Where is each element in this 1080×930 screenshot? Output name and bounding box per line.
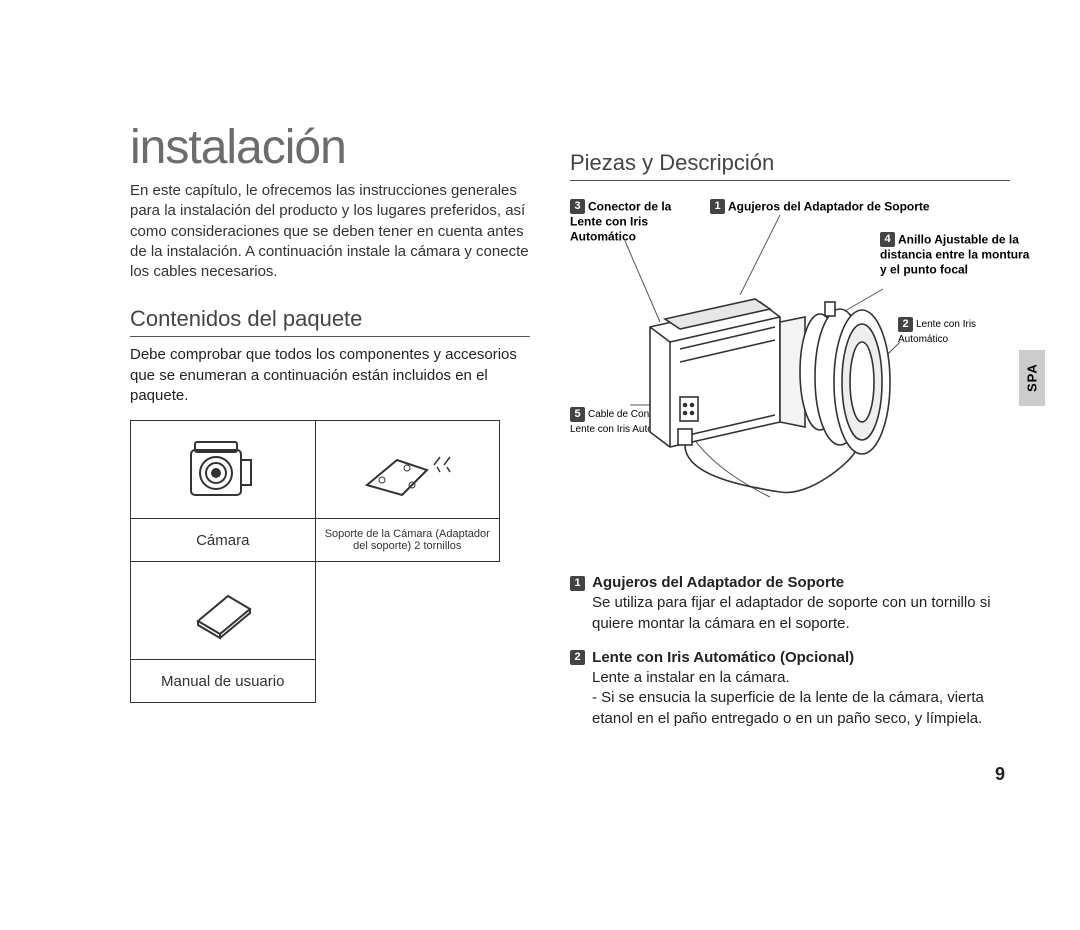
badge-2-desc: 2 [570, 650, 585, 665]
main-title: instalación [130, 120, 530, 175]
desc-item-1: 1 Agujeros del Adaptador de Soporte Se u… [570, 573, 1010, 634]
desc-2-body: Lente a instalar en la cámara. [592, 668, 1010, 688]
desc-1-body: Se utiliza para fijar el adaptador de so… [592, 593, 1010, 634]
manual-label: Manual de usuario [131, 660, 316, 703]
left-column: instalación En este capítulo, le ofrecem… [130, 120, 530, 743]
parts-description-title: Piezas y Descripción [570, 150, 1010, 181]
manual-illustration [131, 562, 316, 660]
bracket-illustration [315, 421, 500, 519]
description-list: 1 Agujeros del Adaptador de Soporte Se u… [570, 573, 1010, 729]
desc-item-2: 2 Lente con Iris Automático (Opcional) L… [570, 648, 1010, 729]
package-contents-title: Contenidos del paquete [130, 306, 530, 337]
badge-1-desc: 1 [570, 576, 585, 591]
camera-label: Cámara [131, 519, 316, 562]
bracket-label: Soporte de la Cámara (Adaptador del sopo… [315, 519, 500, 562]
intro-text: En este capítulo, le ofrecemos las instr… [130, 181, 530, 282]
package-contents-intro: Debe comprobar que todos los componentes… [130, 345, 530, 406]
desc-1-title: Agujeros del Adaptador de Soporte [592, 574, 844, 591]
parts-diagram-area: 3Conector de la Lente con Iris Automátic… [570, 187, 1010, 557]
language-tab: SPA [1019, 350, 1045, 406]
package-table: Cámara Soporte de la Cámara (Adaptador d… [130, 420, 500, 703]
camera-illustration [131, 421, 316, 519]
desc-2-sub: - Si se ensucia la superficie de la lent… [592, 688, 1010, 729]
camera-diagram-icon [630, 287, 910, 507]
desc-2-title: Lente con Iris Automático (Opcional) [592, 649, 854, 666]
right-column: Piezas y Descripción 3Conector de la Len… [570, 120, 1010, 743]
page-number: 9 [995, 764, 1005, 785]
